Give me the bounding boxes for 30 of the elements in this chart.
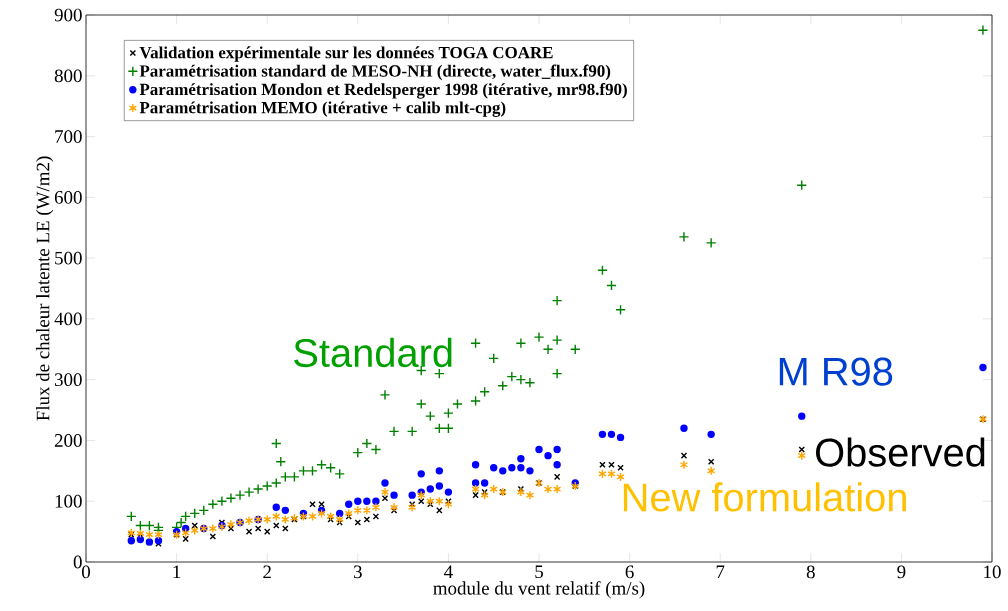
y-tick-label: 200 bbox=[54, 434, 82, 447]
x-tick-label: 3 bbox=[353, 565, 362, 579]
annotation: Standard bbox=[294, 337, 452, 368]
x-tick-label: 10 bbox=[984, 565, 1001, 579]
y-tick-label: 600 bbox=[54, 190, 82, 204]
x-tick-label: 4 bbox=[444, 565, 453, 578]
annotation: Observed bbox=[816, 437, 985, 467]
x-tick-label: 6 bbox=[625, 565, 634, 579]
x-tick-label: 2 bbox=[263, 565, 271, 579]
y-tick-label: 900 bbox=[54, 8, 82, 22]
y-tick-label: 700 bbox=[55, 130, 82, 143]
y-tick-label: 0 bbox=[73, 555, 82, 569]
x-tick-label: 1 bbox=[173, 565, 181, 579]
y-axis-title: Flux de chaleur latente LE (W/m2) bbox=[36, 156, 54, 421]
x-tick-label: 9 bbox=[897, 565, 906, 579]
x-tick-label: 8 bbox=[806, 565, 815, 579]
x-tick-label: 7 bbox=[716, 565, 725, 578]
y-tick-label: 300 bbox=[54, 373, 82, 387]
legend-label: Paramétrisation MEMO (itérative + calib mlt-cpg) bbox=[139, 101, 506, 117]
annotation: M R98 bbox=[779, 357, 893, 386]
y-tick-label: 400 bbox=[54, 312, 82, 326]
y-tick-label: 500 bbox=[55, 251, 82, 265]
y-tick-label: 800 bbox=[54, 69, 82, 83]
annotation: New formulation bbox=[623, 482, 906, 512]
legend-label: Paramétrisation Mondon et Redelsperger 1998 (itérative, mr98.f90) bbox=[139, 83, 627, 99]
x-tick-label: 5 bbox=[535, 565, 543, 579]
y-tick-label: 100 bbox=[55, 494, 82, 508]
x-axis-title: module du vent relatif (m/s) bbox=[433, 581, 645, 599]
legend-label: Paramétrisation standard de MESO-NH (directe, water_flux.f90) bbox=[139, 64, 611, 81]
legend-label: Validation expérimentale sur les données TOGA COARE bbox=[139, 46, 553, 62]
